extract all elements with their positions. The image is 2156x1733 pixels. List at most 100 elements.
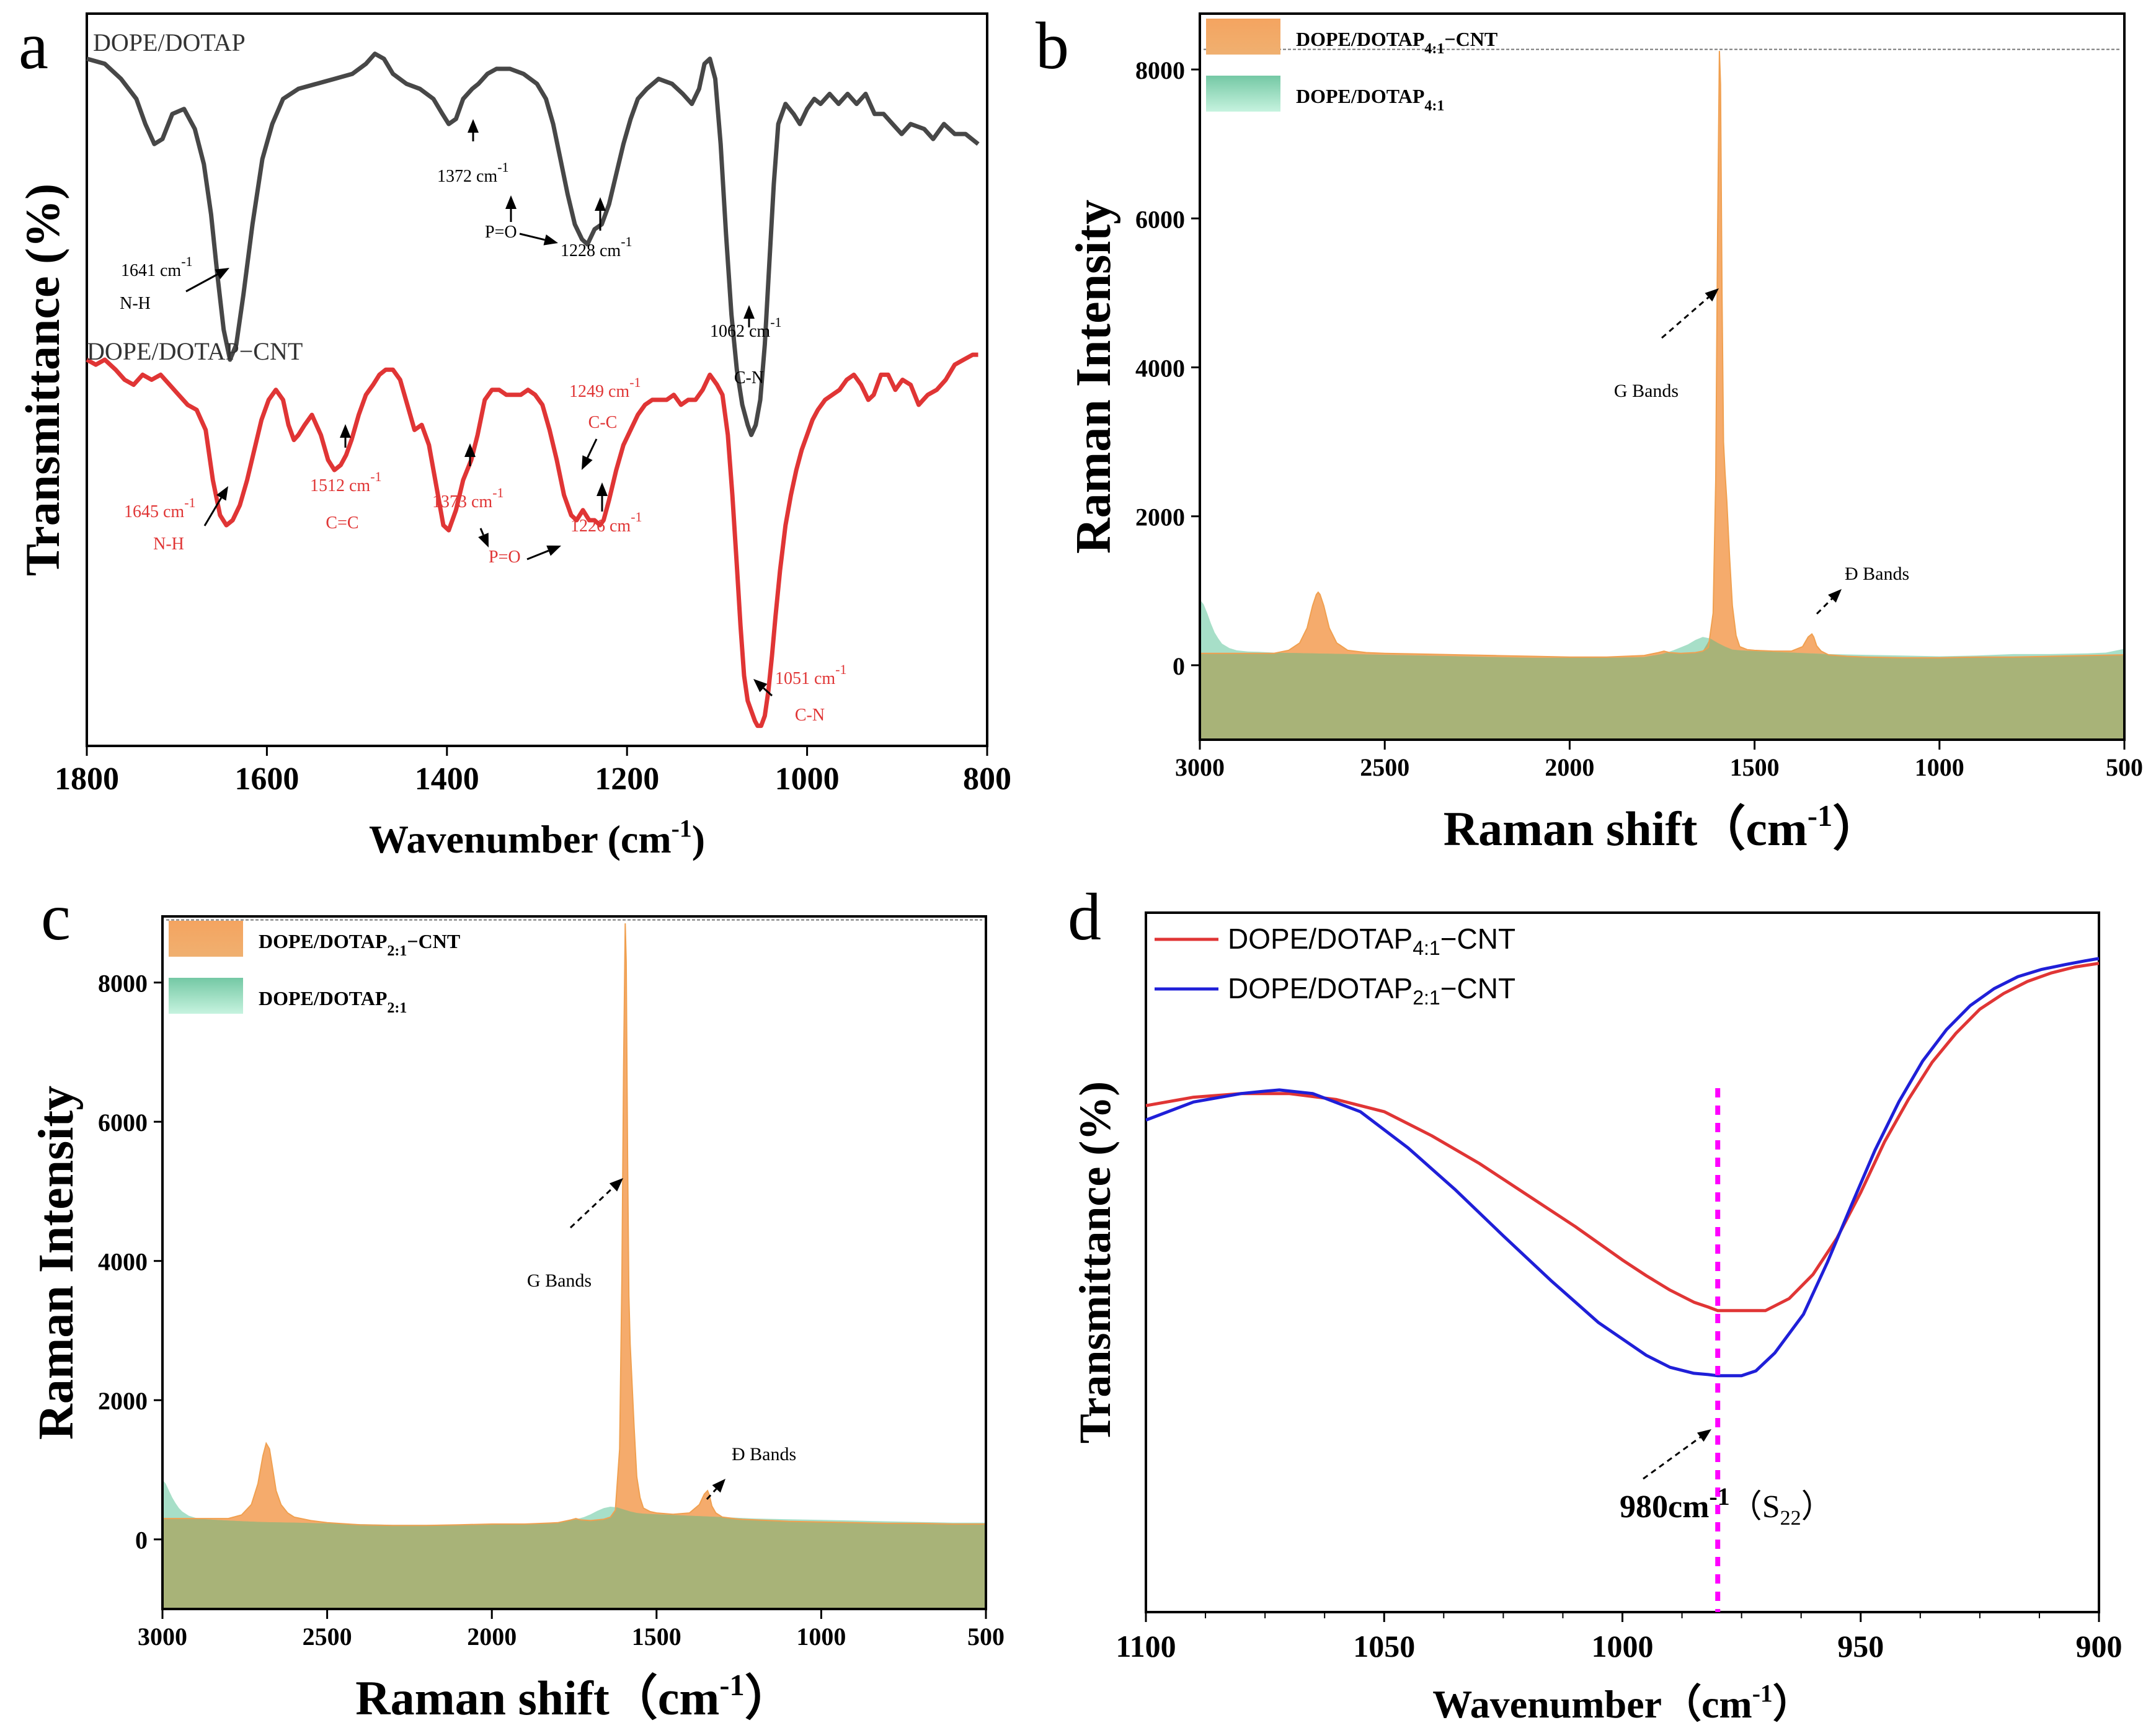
annotation-label: 1373 cm-1 (432, 485, 504, 512)
annotation-arrow (185, 268, 229, 293)
x-tick-label: 1600 (234, 761, 299, 797)
arrow-head (464, 443, 476, 457)
series-line-cnt (1200, 51, 2125, 658)
x-axis-label: Wavenumber（cm-1） (1432, 1680, 1812, 1726)
annotation-arrow (753, 679, 773, 697)
tspan: Wavenumber（cm (1432, 1682, 1752, 1726)
annotation-980-sub: 22 (1780, 1507, 1801, 1530)
legend-sub: 2:1 (1413, 986, 1440, 1009)
tspan: -1 (1752, 1680, 1773, 1707)
annotation-arrow (468, 119, 479, 141)
y-tick-label: 2000 (1135, 503, 1185, 531)
arrow-head (216, 486, 228, 501)
legend-label: DOPE/DOTAP4:1 (1296, 85, 1444, 114)
y-tick-label: 4000 (98, 1248, 148, 1276)
arrow-head (478, 533, 489, 547)
x-tick-label: 500 (967, 1623, 1005, 1651)
annotation-group: C-C (588, 413, 618, 432)
x-tick-label: 3000 (1175, 753, 1225, 781)
series-label-upper: DOPE/DOTAP (93, 29, 246, 56)
x-tick-label: 1000 (775, 761, 840, 797)
arrow-head (1828, 589, 1842, 603)
tspan: Raman shift（cm (1444, 802, 1808, 856)
legend-swatch-lipid (169, 978, 243, 1014)
y-axis-label: Transmittance (%) (16, 184, 69, 576)
legend-tail: −CNT (1444, 28, 1497, 50)
panel-letter-b: b (1036, 9, 1069, 83)
arrow-shaft (479, 528, 484, 536)
annotation-980-text: 980cm (1620, 1489, 1709, 1525)
annotation-text: 1228 cm (561, 241, 621, 260)
arrow-head (1705, 288, 1719, 302)
annotation-sup: -1 (184, 495, 195, 510)
y-tick-label: 8000 (98, 970, 148, 998)
arrow-shaft (519, 233, 545, 241)
arrow-head (743, 305, 755, 319)
arrow-shaft (706, 1488, 717, 1500)
annotation-label: 1512 cm-1 (310, 469, 382, 495)
arrow-head (609, 1178, 623, 1192)
area-cnt (162, 923, 986, 1609)
arrow-shaft (1643, 1436, 1701, 1480)
plot-frame (161, 915, 987, 1610)
legend-label: DOPE/DOTAP2:1−CNT (259, 930, 460, 959)
tspan: ） (745, 1671, 793, 1725)
annotation-sup: -1 (181, 254, 192, 269)
annotation-sup: -1 (370, 469, 381, 484)
annotation-label: 1051 cm-1 (775, 662, 847, 688)
annotation-arrow (743, 305, 755, 327)
annotation-sup: -1 (492, 485, 504, 500)
annotation-text: 1512 cm (310, 476, 370, 495)
tspan: Raman shift（cm (355, 1671, 719, 1725)
plot-frame (1199, 12, 2126, 741)
tspan: ） (1773, 1682, 1812, 1726)
annotation-label: 1062 cm-1 (710, 314, 782, 341)
annotation-label: 1372 cm-1 (437, 159, 509, 186)
annotation-label: P=O (485, 223, 517, 242)
annotation-label: 1226 cm-1 (570, 509, 642, 536)
annotation-arrow (203, 486, 228, 526)
x-axis-label: Wavenumber (cm-1) (369, 815, 705, 861)
panel-letter-c: c (41, 880, 71, 954)
annotation-g-bands: G Bands (1614, 381, 1679, 401)
area-overlap (1200, 638, 2124, 740)
legend-swatch-cnt (1206, 19, 1280, 55)
annotation-arrow (597, 482, 608, 512)
series-line-dope-dotap (86, 51, 980, 437)
area-overlap (162, 1507, 986, 1609)
annotation-group: C=C (326, 513, 358, 533)
annotation-d-bands: Ð Bands (1845, 564, 1909, 584)
annotation-arrow-980 (1643, 1429, 1711, 1480)
y-tick-label: 6000 (98, 1109, 148, 1137)
annotation-980-close: ） (1801, 1489, 1834, 1525)
y-tick-label: 2000 (98, 1387, 148, 1415)
x-tick-label: 2000 (1545, 753, 1594, 781)
annotation-label: 1645 cm-1 (124, 495, 196, 521)
annotation-d-bands: Ð Bands (732, 1444, 796, 1465)
legend-main: DOPE/DOTAP (1228, 923, 1413, 955)
annotation-980-paren: （S (1730, 1489, 1780, 1525)
panel-letter-a: a (19, 9, 48, 83)
y-tick-label: 8000 (1135, 56, 1185, 84)
annotation-sup: -1 (497, 159, 508, 175)
annotation-text: 1645 cm (124, 502, 184, 521)
annotation-text: 1373 cm (432, 492, 492, 512)
tspan: -1 (1808, 800, 1832, 833)
x-tick-label: 1000 (796, 1623, 846, 1651)
legend-sub: 2:1 (387, 1000, 407, 1016)
arrow-shaft (587, 438, 598, 458)
annotation-arrow (505, 195, 517, 222)
y-tick-label: 0 (1173, 652, 1185, 680)
annotation-sup: -1 (629, 375, 641, 390)
annotation-group: C-N (734, 368, 764, 388)
annotation-arrow (519, 233, 558, 246)
series-line-cnt (162, 923, 986, 1527)
annotation-label: P=O (489, 547, 521, 567)
x-axis-label: Raman shift（cm-1） (1444, 800, 1881, 856)
series-line-dope-dotap-cnt (86, 352, 978, 729)
arrow-head (340, 424, 351, 438)
arrow-head (595, 197, 606, 211)
x-tick-label: 1000 (1915, 753, 1964, 781)
tspan: -1 (672, 815, 692, 842)
